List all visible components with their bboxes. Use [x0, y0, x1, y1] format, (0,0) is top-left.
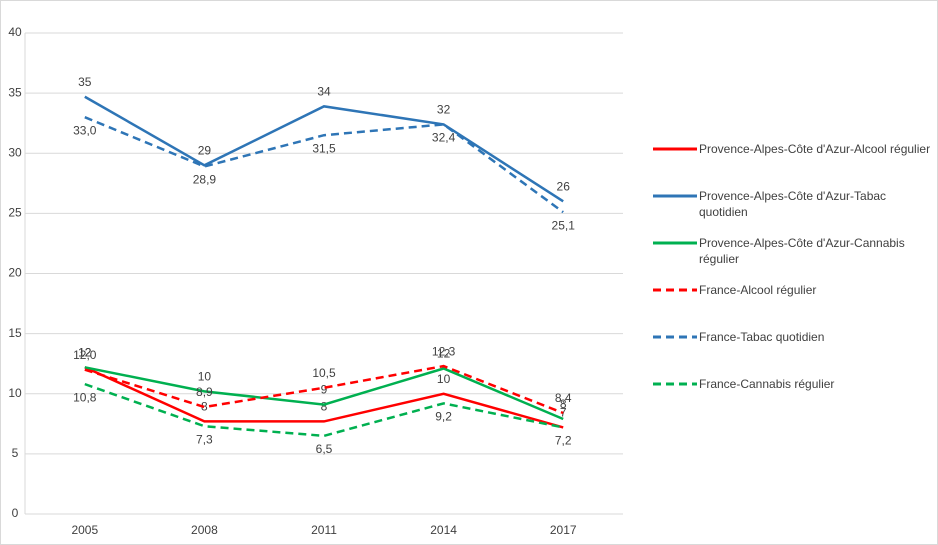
legend-label: Provence-Alpes-Côte d'Azur-Alcool réguli… — [699, 142, 931, 156]
legend-swatch — [653, 241, 697, 245]
data-label: 9 — [321, 383, 328, 397]
legend-item: Provence-Alpes-Côte d'Azur-Cannabis régu… — [651, 235, 931, 282]
y-tick-label: 40 — [8, 25, 22, 39]
data-label: 7,3 — [196, 432, 213, 446]
data-label: 34 — [317, 85, 331, 99]
series-line — [84, 364, 564, 415]
legend-swatch — [653, 335, 697, 339]
data-label: 8 — [201, 400, 208, 414]
x-tick-label: 2008 — [191, 523, 218, 537]
data-label: 12,0 — [73, 348, 97, 362]
data-label: 7 — [560, 406, 567, 420]
data-label: 31,5 — [312, 141, 336, 155]
data-label: 12 — [78, 345, 92, 359]
y-tick-label: 5 — [12, 446, 19, 460]
legend-item: France-Cannabis régulier — [651, 376, 931, 423]
data-label: 10 — [437, 372, 451, 386]
data-label: 12,3 — [432, 344, 456, 358]
data-label: 8 — [321, 400, 328, 414]
series-line — [84, 95, 564, 203]
y-tick-label: 15 — [8, 326, 22, 340]
legend-swatch — [653, 382, 697, 386]
series-line — [84, 116, 564, 214]
x-tick-label: 2011 — [311, 523, 337, 537]
data-label: 10,5 — [312, 366, 336, 380]
data-label: 6,5 — [316, 442, 333, 456]
data-label: 12 — [437, 347, 451, 361]
data-label: 10,8 — [73, 390, 97, 404]
legend-swatch — [653, 194, 697, 198]
series-line — [84, 366, 564, 429]
data-label: 28,9 — [193, 173, 217, 187]
y-tick-label: 0 — [12, 506, 19, 520]
legend-label: Provence-Alpes-Côte d'Azur-Tabac quotidi… — [699, 189, 887, 219]
x-tick-label: 2014 — [430, 523, 457, 537]
legend-label: France-Alcool régulier — [699, 283, 817, 297]
y-tick-label: 25 — [8, 206, 22, 220]
data-label: 26 — [557, 180, 571, 194]
legend-item: Provence-Alpes-Côte d'Azur-Tabac quotidi… — [651, 188, 931, 235]
data-label: 12 — [78, 345, 92, 359]
legend-item: Provence-Alpes-Côte d'Azur-Alcool réguli… — [651, 141, 931, 188]
y-tick-label: 10 — [8, 386, 22, 400]
data-label: 33,0 — [73, 123, 97, 137]
legend-item: France-Tabac quotidien — [651, 329, 931, 376]
data-label: 25,1 — [552, 218, 576, 232]
x-tick-label: 2017 — [550, 523, 577, 537]
x-tick-label: 2005 — [71, 523, 98, 537]
data-label: 8,4 — [555, 391, 572, 405]
y-tick-label: 20 — [8, 266, 22, 280]
data-label: 10 — [198, 370, 212, 384]
data-label: 35 — [78, 75, 92, 89]
legend-label: France-Cannabis régulier — [699, 377, 835, 391]
data-label: 7,2 — [555, 434, 572, 448]
data-label: 32 — [437, 103, 451, 117]
data-label: 8,9 — [196, 385, 213, 399]
legend-label: France-Tabac quotidien — [699, 330, 825, 344]
y-tick-label: 35 — [8, 85, 22, 99]
legend-swatch — [653, 288, 697, 292]
data-label: 32,4 — [432, 131, 456, 145]
legend-swatch — [653, 147, 697, 151]
data-label: 9,2 — [435, 410, 452, 424]
series-line — [84, 366, 564, 421]
data-label: 8 — [560, 397, 567, 411]
series-line — [84, 382, 564, 438]
legend: Provence-Alpes-Côte d'Azur-Alcool réguli… — [651, 141, 931, 423]
legend-label: Provence-Alpes-Côte d'Azur-Cannabis régu… — [699, 236, 905, 266]
y-tick-label: 30 — [8, 145, 22, 159]
legend-item: France-Alcool régulier — [651, 282, 931, 329]
data-label: 29 — [198, 143, 212, 157]
